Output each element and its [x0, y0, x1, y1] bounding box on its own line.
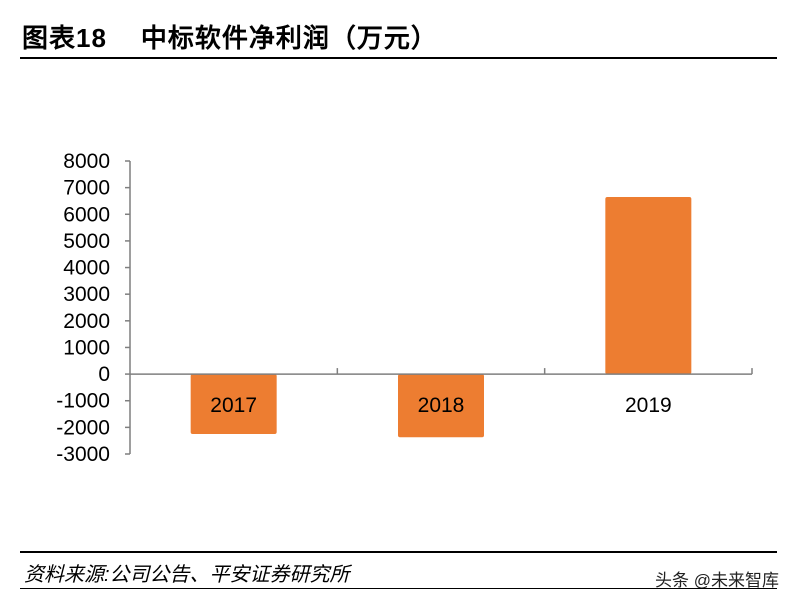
x-tick-label: 2018 — [418, 394, 465, 417]
y-tick-label: 0 — [98, 363, 110, 386]
figure-title: 图表18 中标软件净利润（万元） — [22, 18, 438, 55]
bar — [190, 374, 277, 435]
y-tick-label: -3000 — [56, 443, 110, 466]
y-tick-label: 1000 — [63, 336, 110, 359]
y-tick-label: 2000 — [63, 310, 110, 333]
y-tick-label: 8000 — [63, 150, 110, 173]
y-tick-label: 6000 — [63, 203, 110, 226]
footer-divider-top — [20, 551, 777, 553]
y-tick-label: 4000 — [63, 257, 110, 280]
chart-title: 中标软件净利润（万元） — [140, 23, 438, 53]
title-divider — [20, 57, 777, 59]
x-tick-label: 2019 — [625, 394, 672, 417]
figure-number: 图表18 — [22, 23, 107, 53]
footer-divider-bottom — [20, 588, 777, 589]
watermark: 头条 @未来智库 — [655, 571, 779, 590]
bar — [605, 196, 692, 375]
source-note: 资料来源:公司公告、平安证券研究所 — [24, 564, 350, 586]
bar — [398, 374, 484, 438]
y-tick-label: -1000 — [56, 390, 110, 413]
x-tick-label: 2017 — [210, 394, 257, 417]
y-tick-label: -2000 — [56, 416, 110, 439]
y-tick-label: 7000 — [63, 177, 110, 200]
y-tick-label: 3000 — [63, 283, 110, 306]
y-tick-label: 5000 — [63, 230, 110, 253]
